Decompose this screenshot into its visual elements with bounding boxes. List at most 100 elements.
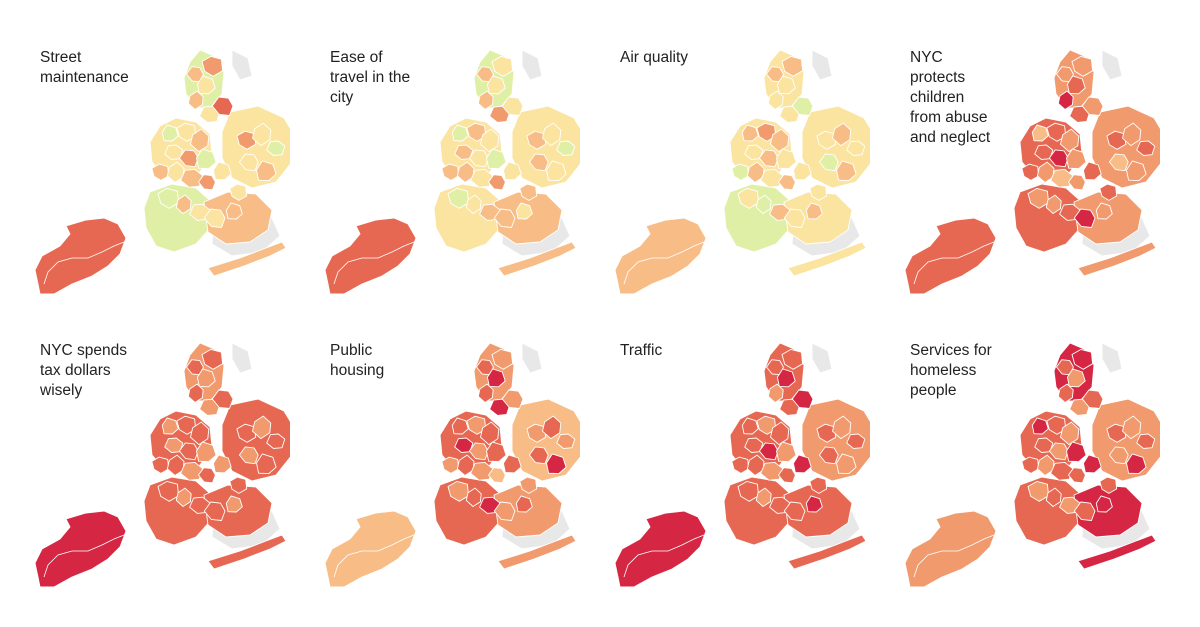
community-district (731, 163, 750, 181)
community-district (201, 55, 224, 77)
community-district (542, 122, 562, 147)
community-district (1082, 161, 1102, 181)
community-district (770, 128, 790, 153)
community-district (480, 421, 500, 446)
community-district (465, 194, 482, 214)
community-district (157, 187, 180, 209)
panel-title: Public housing (330, 342, 385, 379)
community-district (755, 487, 772, 507)
nyc-choropleth-map (324, 49, 580, 295)
nyc-choropleth-map (904, 49, 1160, 295)
staten-island-region (34, 510, 127, 588)
community-district (480, 128, 500, 153)
community-district (229, 476, 248, 494)
community-district (778, 467, 796, 484)
community-district (1031, 417, 1049, 435)
community-district (198, 467, 216, 484)
community-district (161, 124, 179, 142)
panel-title: Traffic (620, 342, 663, 359)
map-panel: Traffic (580, 315, 870, 605)
community-district (1068, 467, 1086, 484)
community-district (252, 415, 272, 440)
district-boundary (43, 241, 125, 285)
community-district (190, 128, 210, 153)
community-district (770, 421, 790, 446)
community-district (477, 90, 494, 110)
community-district (1060, 421, 1080, 446)
community-district (1036, 454, 1055, 476)
community-district (477, 383, 494, 403)
community-district (1071, 348, 1094, 370)
community-district (502, 454, 522, 474)
community-district (187, 90, 204, 110)
community-district (746, 161, 765, 183)
community-district (556, 140, 576, 156)
community-district (451, 124, 469, 142)
community-district (501, 389, 524, 409)
community-district (546, 453, 567, 475)
community-district (1046, 122, 1067, 142)
map-panel: Public housing (290, 315, 580, 605)
community-district (196, 441, 217, 463)
community-district (486, 75, 506, 95)
community-district (501, 96, 524, 116)
community-district (741, 417, 759, 435)
community-district (1126, 453, 1147, 475)
community-district (515, 495, 533, 513)
community-district (781, 348, 804, 370)
community-district (157, 480, 180, 502)
community-district (225, 202, 243, 220)
community-district (491, 348, 514, 370)
community-district (1048, 442, 1069, 461)
community-district (809, 183, 828, 201)
community-district (447, 480, 470, 502)
community-district (212, 161, 232, 181)
no-data-region (521, 342, 543, 374)
community-district (755, 194, 772, 214)
community-district (164, 437, 184, 453)
community-district (1057, 90, 1074, 110)
community-district (767, 383, 784, 403)
rockaway-region (207, 534, 287, 570)
staten-island-region (904, 217, 997, 295)
community-district (776, 75, 796, 95)
community-district (198, 174, 216, 191)
community-district (1122, 415, 1142, 440)
community-district (488, 174, 506, 191)
community-district (454, 144, 474, 160)
community-district (178, 149, 199, 168)
community-district (776, 148, 797, 170)
community-district (488, 467, 506, 484)
community-district (456, 161, 475, 183)
community-district (1073, 208, 1096, 228)
no-data-region (521, 49, 543, 81)
community-district (1034, 144, 1054, 160)
community-district (176, 122, 197, 142)
community-district (744, 437, 764, 453)
panel-title: Street maintenance (40, 49, 129, 86)
community-district (1095, 202, 1113, 220)
community-district (225, 495, 243, 513)
community-district (519, 476, 538, 494)
district-boundary (913, 241, 995, 285)
rockaway-region (787, 241, 867, 277)
map-panel: Street maintenance (0, 22, 290, 312)
community-district (741, 124, 759, 142)
staten-island-region (904, 510, 997, 588)
community-district (1108, 446, 1129, 465)
community-district (166, 454, 185, 476)
nyc-choropleth-map (904, 342, 1160, 588)
community-district (737, 187, 760, 209)
community-district (441, 163, 460, 181)
community-district (1045, 194, 1062, 214)
community-district (164, 144, 184, 160)
community-district (256, 453, 277, 475)
community-district (502, 161, 522, 181)
community-district (846, 433, 866, 449)
community-district (776, 368, 796, 388)
no-data-region (811, 342, 833, 374)
community-district (1071, 55, 1094, 77)
community-district (756, 122, 777, 142)
community-district (746, 454, 765, 476)
community-district (211, 96, 234, 116)
